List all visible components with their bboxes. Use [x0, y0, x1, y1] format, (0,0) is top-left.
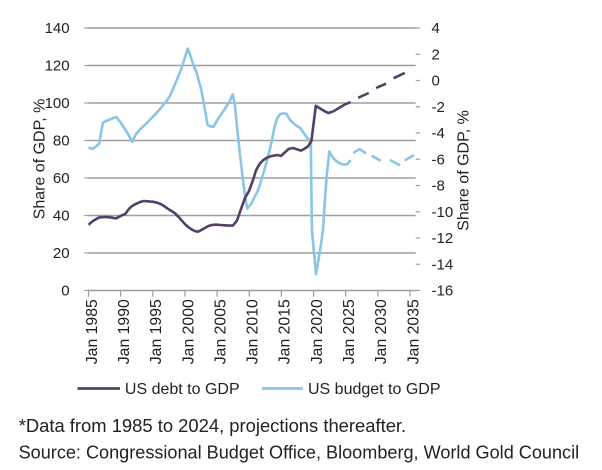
- svg-text:20: 20: [53, 245, 70, 262]
- svg-text:-6: -6: [432, 151, 445, 168]
- svg-text:Jan 2030: Jan 2030: [373, 299, 390, 364]
- svg-text:100: 100: [45, 95, 70, 112]
- svg-text:0: 0: [61, 283, 69, 300]
- svg-text:-4: -4: [432, 125, 445, 142]
- svg-text:*Data from 1985 to 2024, proje: *Data from 1985 to 2024, projections the…: [19, 415, 406, 436]
- svg-text:Jan 2020: Jan 2020: [309, 299, 326, 364]
- svg-text:2: 2: [432, 46, 440, 63]
- svg-text:120: 120: [45, 58, 70, 75]
- svg-text:Jan 2035: Jan 2035: [405, 299, 422, 364]
- svg-text:Jan 1990: Jan 1990: [116, 299, 133, 364]
- svg-text:Jan 1995: Jan 1995: [148, 299, 165, 364]
- svg-text:-2: -2: [432, 99, 445, 116]
- svg-text:US debt to GDP: US debt to GDP: [125, 381, 240, 398]
- svg-text:140: 140: [45, 20, 70, 37]
- svg-text:80: 80: [53, 133, 70, 150]
- svg-text:Share of GDP, %: Share of GDP, %: [32, 99, 49, 220]
- svg-text:Share of GDP, %: Share of GDP, %: [456, 110, 473, 231]
- svg-text:Source: Congressional Budget O: Source: Congressional Budget Office, Blo…: [19, 442, 580, 462]
- svg-text:Jan 2015: Jan 2015: [277, 299, 294, 364]
- svg-text:Jan 2010: Jan 2010: [245, 299, 262, 364]
- svg-text:-12: -12: [432, 230, 454, 247]
- svg-text:Jan 2005: Jan 2005: [212, 299, 229, 364]
- svg-text:Jan 2025: Jan 2025: [341, 299, 358, 364]
- svg-text:40: 40: [53, 208, 70, 225]
- svg-text:-14: -14: [432, 256, 454, 273]
- svg-text:0: 0: [432, 73, 440, 90]
- svg-text:Jan 2000: Jan 2000: [180, 299, 197, 364]
- svg-text:-16: -16: [432, 283, 454, 300]
- svg-text:4: 4: [432, 20, 440, 37]
- svg-text:US budget to GDP: US budget to GDP: [308, 381, 441, 398]
- svg-text:-10: -10: [432, 204, 454, 221]
- svg-text:60: 60: [53, 170, 70, 187]
- svg-text:-8: -8: [432, 178, 445, 195]
- svg-text:Jan 1985: Jan 1985: [84, 299, 101, 364]
